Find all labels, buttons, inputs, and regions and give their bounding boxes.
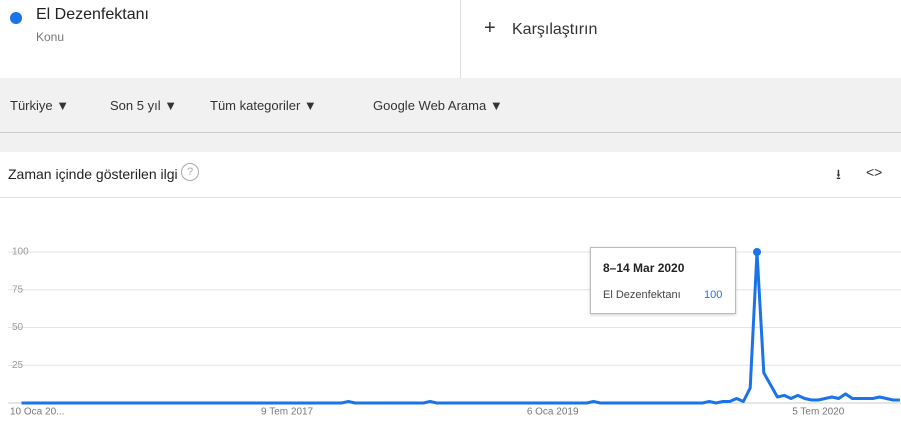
tooltip-series: El Dezenfektanı (603, 289, 681, 301)
filter-label: Tüm kategoriler (210, 98, 301, 113)
trend-line (21, 250, 900, 405)
filter[interactable]: Son 5 yıl ▼ (110, 98, 178, 113)
search-card: El Dezenfektanı Konu + Karşılaştırın (0, 0, 901, 78)
filter-label: Türkiye (10, 98, 53, 113)
x-tick-label: 9 Tem 2017 (261, 407, 314, 418)
x-tick-label: 10 Oca 20... (10, 407, 64, 418)
embed-icon[interactable]: <> (866, 164, 883, 180)
y-tick-label: 25 (12, 360, 24, 371)
filter-bar: Türkiye ▼ Son 5 yıl ▼ Tüm kategoriler ▼ … (0, 78, 901, 133)
filter[interactable]: Türkiye ▼ (10, 98, 70, 113)
separator (0, 197, 901, 198)
term[interactable]: El Dezenfektanı (36, 6, 149, 23)
y-tick-label: 50 (12, 322, 24, 333)
filter-label: Son 5 yıl (110, 98, 161, 113)
term-type: Konu (36, 30, 65, 44)
compare[interactable]: Karşılaştırın (512, 21, 598, 38)
filter[interactable]: Google Web Arama ▼ (373, 98, 503, 113)
plus-icon[interactable]: + (484, 17, 496, 39)
x-tick-label: 5 Tem 2020 (792, 407, 845, 418)
term-dot (10, 12, 22, 24)
tooltip: 8–14 Mar 2020 El Dezenfektanı 100 (590, 247, 736, 314)
section-title: Zaman içinde gösterilen ilgi (8, 166, 178, 182)
filter-label: Google Web Arama (373, 98, 487, 113)
y-tick-label: 75 (12, 284, 24, 295)
tooltip-value: 100 (704, 289, 723, 301)
help-icon[interactable]: ? (181, 163, 199, 181)
x-tick-label: 6 Oca 2019 (527, 407, 579, 418)
y-tick-label: 100 (12, 247, 29, 258)
download-icon[interactable]: ⭳ (836, 166, 841, 182)
highlight-point (752, 248, 761, 256)
divider (460, 0, 461, 78)
filter[interactable]: Tüm kategoriler ▼ (210, 98, 317, 113)
tooltip-date: 8–14 Mar 2020 (603, 261, 685, 275)
